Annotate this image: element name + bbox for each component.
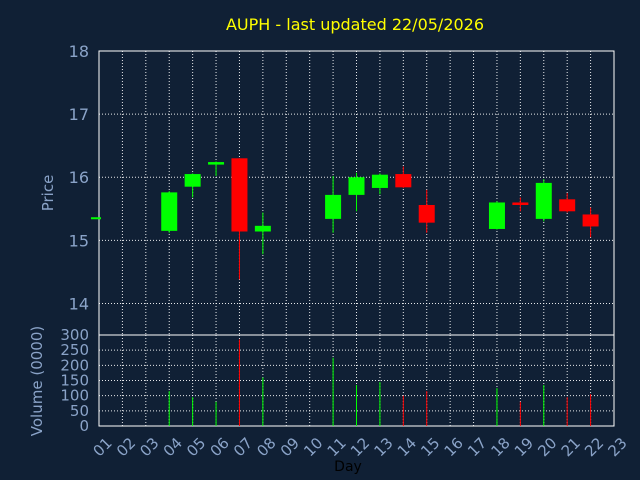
price-tick-label: 14 [69,294,89,313]
candle-body [395,174,412,188]
candle-body [184,174,201,187]
candle-body [418,204,435,223]
candle-body [582,214,599,227]
price-tick-label: 17 [69,105,89,124]
candle-body [488,202,505,229]
volume-tick-label: 250 [60,341,89,359]
volume-tick-label: 50 [70,402,89,420]
candle-body [325,194,342,219]
candlesticks [91,158,599,280]
volume-tick-label: 100 [60,387,89,405]
candle-body [371,174,388,188]
candle-body [254,225,271,232]
price-tick-label: 18 [69,42,89,61]
chart-title: AUPH - last updated 22/05/2026 [226,15,484,34]
volume-tick-label: 200 [60,356,89,374]
candle-body [161,192,178,231]
x-axis-label: Day [334,459,362,475]
candle-body [535,182,552,219]
volume-tick-label: 0 [79,417,89,435]
price-y-ticks: 14 15 16 17 18 [69,42,89,313]
candle-body [348,177,365,195]
candle-body [231,158,248,232]
candle-body [512,202,529,205]
candle-body [208,162,225,165]
price-tick-label: 15 [69,231,89,250]
candle-body [559,199,576,212]
volume-tick-label: 300 [60,326,89,344]
volume-y-axis-label: Volume (0000) [28,326,46,436]
price-y-axis-label: Price [39,175,57,212]
volume-tick-label: 150 [60,372,89,390]
x-axis-ticks: 0102030405060708091011121314151617181920… [90,434,631,460]
volume-bars [168,339,592,426]
price-tick-label: 16 [69,168,89,187]
